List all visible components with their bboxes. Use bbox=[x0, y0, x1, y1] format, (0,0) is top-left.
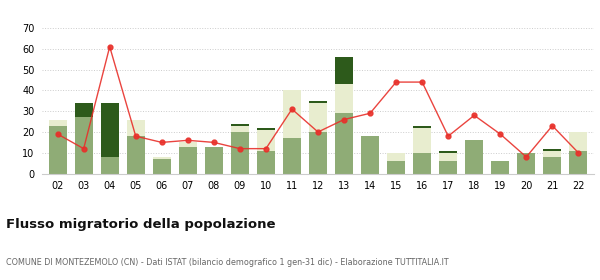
Bar bbox=[439, 151, 457, 153]
Bar bbox=[231, 124, 249, 126]
Bar bbox=[439, 153, 457, 161]
Bar bbox=[465, 140, 484, 174]
Bar bbox=[283, 138, 301, 174]
Bar bbox=[101, 103, 119, 157]
Bar bbox=[543, 157, 562, 174]
Bar bbox=[152, 157, 171, 159]
Bar bbox=[179, 143, 197, 146]
Bar bbox=[413, 128, 431, 153]
Bar bbox=[413, 126, 431, 128]
Bar bbox=[569, 132, 587, 151]
Bar bbox=[74, 117, 93, 174]
Bar bbox=[413, 153, 431, 174]
Bar bbox=[387, 153, 405, 161]
Text: Flusso migratorio della popolazione: Flusso migratorio della popolazione bbox=[6, 218, 275, 231]
Bar bbox=[74, 103, 93, 117]
Bar bbox=[309, 132, 327, 174]
Bar bbox=[491, 161, 509, 174]
Bar bbox=[361, 136, 379, 174]
Bar bbox=[231, 132, 249, 174]
Bar bbox=[49, 120, 67, 126]
Bar bbox=[205, 146, 223, 174]
Bar bbox=[101, 157, 119, 174]
Bar bbox=[309, 103, 327, 132]
Bar bbox=[335, 57, 353, 84]
Bar bbox=[569, 151, 587, 174]
Bar bbox=[283, 90, 301, 138]
Bar bbox=[49, 126, 67, 174]
Bar bbox=[335, 113, 353, 174]
Bar bbox=[257, 151, 275, 174]
Bar bbox=[309, 101, 327, 103]
Bar bbox=[543, 149, 562, 151]
Bar bbox=[257, 130, 275, 151]
Bar bbox=[387, 161, 405, 174]
Bar bbox=[179, 146, 197, 174]
Bar bbox=[335, 84, 353, 113]
Bar bbox=[517, 153, 535, 174]
Bar bbox=[543, 151, 562, 157]
Bar bbox=[127, 120, 145, 136]
Bar bbox=[152, 159, 171, 174]
Bar bbox=[127, 136, 145, 174]
Text: COMUNE DI MONTEZEMOLO (CN) - Dati ISTAT (bilancio demografico 1 gen-31 dic) - El: COMUNE DI MONTEZEMOLO (CN) - Dati ISTAT … bbox=[6, 258, 449, 267]
Legend: Iscritti (da altri comuni), Iscritti (dall'estero), Iscritti (altri), Cancellati: Iscritti (da altri comuni), Iscritti (da… bbox=[100, 0, 536, 1]
Bar bbox=[257, 128, 275, 130]
Bar bbox=[439, 161, 457, 174]
Bar bbox=[231, 126, 249, 132]
